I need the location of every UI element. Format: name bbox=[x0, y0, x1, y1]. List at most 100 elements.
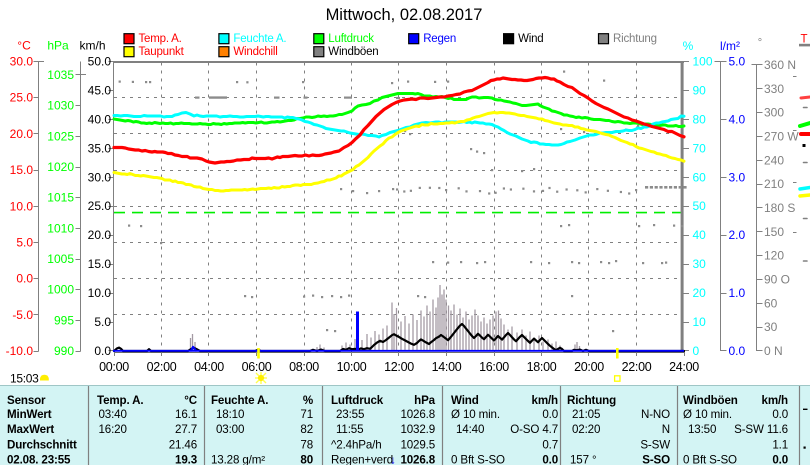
svg-text:180 S: 180 S bbox=[764, 201, 795, 215]
svg-text:Feuchte A.: Feuchte A. bbox=[211, 394, 268, 407]
svg-text:Feuchte A.: Feuchte A. bbox=[233, 33, 286, 45]
svg-text:Sensor: Sensor bbox=[7, 394, 46, 407]
svg-text:15.0: 15.0 bbox=[88, 257, 112, 271]
svg-text:10.0: 10.0 bbox=[88, 286, 112, 300]
svg-text:0.0: 0.0 bbox=[772, 453, 788, 465]
svg-text:Windchill: Windchill bbox=[233, 46, 277, 58]
svg-text:0 Bft S-SO: 0 Bft S-SO bbox=[683, 453, 737, 465]
svg-text:11:55: 11:55 bbox=[336, 423, 363, 436]
svg-text:1000: 1000 bbox=[47, 283, 74, 297]
svg-text:Taupunkt: Taupunkt bbox=[139, 46, 185, 58]
svg-text:N: N bbox=[662, 423, 670, 436]
svg-text:1030: 1030 bbox=[47, 99, 74, 113]
svg-text:13:50: 13:50 bbox=[688, 423, 716, 436]
svg-text:80: 80 bbox=[693, 112, 707, 126]
svg-text:1015: 1015 bbox=[47, 191, 74, 205]
svg-text:1026.8: 1026.8 bbox=[400, 408, 435, 421]
svg-text:Temp. A.: Temp. A. bbox=[97, 394, 143, 407]
svg-text:330: 330 bbox=[764, 82, 784, 96]
svg-text:990: 990 bbox=[54, 344, 74, 358]
svg-text:150: 150 bbox=[764, 225, 784, 239]
svg-text:25.0: 25.0 bbox=[10, 91, 34, 105]
svg-text:14:00: 14:00 bbox=[432, 360, 462, 374]
svg-text:27.7: 27.7 bbox=[175, 423, 197, 436]
svg-text:02:20: 02:20 bbox=[572, 423, 600, 436]
svg-text:21.46: 21.46 bbox=[169, 438, 197, 451]
svg-text:T: T bbox=[800, 34, 807, 46]
svg-text:25.0: 25.0 bbox=[88, 199, 112, 213]
svg-text:35.0: 35.0 bbox=[88, 141, 112, 155]
svg-text:50: 50 bbox=[693, 199, 707, 213]
svg-text:°C: °C bbox=[17, 39, 31, 53]
svg-text:04:00: 04:00 bbox=[194, 360, 224, 374]
svg-text:Ø 10 min.: Ø 10 min. bbox=[683, 408, 732, 421]
svg-text:0.0: 0.0 bbox=[729, 344, 746, 358]
svg-text:S-SW: S-SW bbox=[640, 438, 670, 451]
svg-text:90 O: 90 O bbox=[764, 273, 790, 287]
svg-text:300: 300 bbox=[764, 106, 784, 120]
svg-text:km/h: km/h bbox=[762, 394, 789, 407]
svg-text:l/m²: l/m² bbox=[720, 39, 740, 53]
svg-text:-5.0: -5.0 bbox=[12, 308, 33, 322]
svg-text:210: 210 bbox=[764, 177, 784, 191]
svg-text:45.0: 45.0 bbox=[88, 84, 112, 98]
svg-text:0.0: 0.0 bbox=[16, 272, 33, 286]
svg-text:Richtung: Richtung bbox=[567, 394, 616, 407]
svg-text:°C: °C bbox=[184, 394, 197, 407]
svg-text:1032.9: 1032.9 bbox=[400, 423, 435, 436]
svg-text:100: 100 bbox=[693, 55, 713, 69]
svg-text:km/h: km/h bbox=[79, 39, 105, 53]
svg-text:km/h: km/h bbox=[532, 394, 559, 407]
svg-text:20.0: 20.0 bbox=[88, 228, 112, 242]
svg-text:Windböen: Windböen bbox=[328, 46, 378, 58]
svg-text:3.0: 3.0 bbox=[729, 170, 746, 184]
svg-text:03:40: 03:40 bbox=[99, 408, 127, 421]
svg-text:Regen+verd: Regen+verd bbox=[331, 453, 393, 465]
svg-text:^2.4hPa/h: ^2.4hPa/h bbox=[331, 438, 382, 451]
svg-text:%: % bbox=[303, 394, 313, 407]
svg-text:40.0: 40.0 bbox=[88, 112, 112, 126]
svg-text:MaxWert: MaxWert bbox=[7, 423, 54, 436]
svg-text:360 N: 360 N bbox=[764, 58, 796, 72]
svg-text:0.0: 0.0 bbox=[94, 344, 111, 358]
svg-text:02:00: 02:00 bbox=[147, 360, 177, 374]
svg-text:Temp. A.: Temp. A. bbox=[139, 33, 182, 45]
svg-text:4.0: 4.0 bbox=[729, 112, 746, 126]
svg-text:60: 60 bbox=[693, 170, 707, 184]
svg-text:5.0: 5.0 bbox=[16, 235, 33, 249]
svg-text:1.1: 1.1 bbox=[772, 438, 788, 451]
svg-text:1025: 1025 bbox=[47, 129, 74, 143]
svg-text:82: 82 bbox=[300, 423, 313, 436]
svg-text:13.28 g/m²: 13.28 g/m² bbox=[211, 453, 265, 465]
svg-text:06:00: 06:00 bbox=[242, 360, 272, 374]
svg-text:20:00: 20:00 bbox=[574, 360, 604, 374]
svg-text:78: 78 bbox=[300, 438, 313, 451]
svg-text:°: ° bbox=[758, 37, 762, 49]
svg-text:Luftdruck: Luftdruck bbox=[328, 33, 374, 45]
svg-text:15:03: 15:03 bbox=[10, 372, 39, 386]
svg-text:20: 20 bbox=[693, 286, 707, 300]
svg-text:21:05: 21:05 bbox=[572, 408, 600, 421]
svg-text:08:00: 08:00 bbox=[289, 360, 319, 374]
svg-text:120: 120 bbox=[764, 249, 784, 263]
svg-text:1.0: 1.0 bbox=[729, 286, 746, 300]
svg-text:50.0: 50.0 bbox=[88, 55, 112, 69]
svg-text:0 N: 0 N bbox=[764, 344, 783, 358]
svg-text:N-NO: N-NO bbox=[641, 408, 670, 421]
svg-text:03:00: 03:00 bbox=[216, 423, 244, 436]
svg-text:70: 70 bbox=[693, 141, 707, 155]
svg-text:1005: 1005 bbox=[47, 252, 74, 266]
svg-text:Durchschnitt: Durchschnitt bbox=[7, 438, 77, 451]
svg-text:71: 71 bbox=[300, 408, 313, 421]
svg-text:16:00: 16:00 bbox=[479, 360, 509, 374]
svg-text:240: 240 bbox=[764, 153, 784, 167]
svg-text:18:00: 18:00 bbox=[527, 360, 557, 374]
svg-text:Luftdruck: Luftdruck bbox=[331, 394, 384, 407]
svg-text:S-SW 11.6: S-SW 11.6 bbox=[734, 423, 788, 436]
svg-text:30: 30 bbox=[693, 257, 707, 271]
svg-text:2.0: 2.0 bbox=[729, 228, 746, 242]
svg-text:1020: 1020 bbox=[47, 160, 74, 174]
svg-text:02.08. 23:55: 02.08. 23:55 bbox=[7, 453, 71, 465]
svg-text:Windböen: Windböen bbox=[683, 394, 738, 407]
svg-text:16:20: 16:20 bbox=[99, 423, 127, 436]
